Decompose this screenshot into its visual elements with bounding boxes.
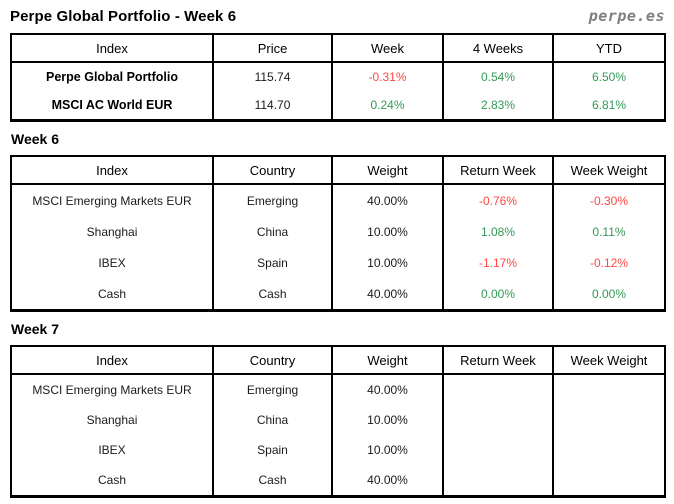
table-row: IBEX Spain 10.00% bbox=[10, 435, 666, 465]
country-cell: Spain bbox=[212, 247, 333, 278]
col-header-ytd: YTD bbox=[552, 34, 666, 63]
table-row: IBEX Spain 10.00% -1.17% -0.12% bbox=[10, 247, 666, 278]
col-header-week-weight: Week Weight bbox=[552, 346, 666, 375]
index-cell: MSCI Emerging Markets EUR bbox=[10, 184, 214, 216]
header-row: Index Country Weight Return Week Week We… bbox=[10, 346, 666, 375]
week6-table-header: Index Country Weight Return Week Week We… bbox=[10, 156, 666, 185]
4weeks-cell: 2.83% bbox=[442, 91, 554, 121]
return-week-cell bbox=[442, 374, 554, 405]
table-row: Perpe Global Portfolio 115.74 -0.31% 0.5… bbox=[10, 62, 666, 91]
col-header-weight: Weight bbox=[331, 346, 444, 375]
col-header-week-weight: Week Weight bbox=[552, 156, 666, 185]
country-cell: Cash bbox=[212, 465, 333, 497]
week-weight-cell: -0.30% bbox=[552, 184, 666, 216]
weight-cell: 10.00% bbox=[331, 247, 444, 278]
index-cell: Cash bbox=[10, 278, 214, 311]
week-weight-cell: -0.12% bbox=[552, 247, 666, 278]
ytd-cell: 6.50% bbox=[552, 62, 666, 91]
col-header-price: Price bbox=[212, 34, 333, 63]
index-cell: IBEX bbox=[10, 247, 214, 278]
return-week-cell: -0.76% bbox=[442, 184, 554, 216]
return-week-cell bbox=[442, 435, 554, 465]
week-weight-cell bbox=[552, 405, 666, 435]
country-cell: Emerging bbox=[212, 184, 333, 216]
return-week-cell: -1.17% bbox=[442, 247, 554, 278]
return-week-cell bbox=[442, 405, 554, 435]
price-cell: 115.74 bbox=[212, 62, 333, 91]
col-header-return-week: Return Week bbox=[442, 156, 554, 185]
col-header-weight: Weight bbox=[331, 156, 444, 185]
weight-cell: 10.00% bbox=[331, 435, 444, 465]
weight-cell: 40.00% bbox=[331, 278, 444, 311]
index-cell: MSCI Emerging Markets EUR bbox=[10, 374, 214, 405]
week-cell: -0.31% bbox=[331, 62, 444, 91]
weight-cell: 10.00% bbox=[331, 405, 444, 435]
index-cell: IBEX bbox=[10, 435, 214, 465]
country-cell: Cash bbox=[212, 278, 333, 311]
weight-cell: 40.00% bbox=[331, 184, 444, 216]
brand-logo: perpe.es bbox=[588, 7, 665, 25]
week-weight-cell bbox=[552, 435, 666, 465]
week7-table: Index Country Weight Return Week Week We… bbox=[10, 345, 666, 498]
return-week-cell: 0.00% bbox=[442, 278, 554, 311]
table-row: Cash Cash 40.00% bbox=[10, 465, 666, 497]
header-row: Index Country Weight Return Week Week We… bbox=[10, 156, 666, 185]
country-cell: Emerging bbox=[212, 374, 333, 405]
col-header-4weeks: 4 Weeks bbox=[442, 34, 554, 63]
weight-cell: 40.00% bbox=[331, 465, 444, 497]
week-weight-cell: 0.11% bbox=[552, 216, 666, 247]
table-row: MSCI Emerging Markets EUR Emerging 40.00… bbox=[10, 184, 666, 216]
index-cell: Shanghai bbox=[10, 405, 214, 435]
week7-heading: Week 7 bbox=[11, 321, 59, 337]
summary-table-header: Index Price Week 4 Weeks YTD bbox=[10, 34, 666, 63]
index-cell: MSCI AC World EUR bbox=[10, 91, 214, 121]
col-header-country: Country bbox=[212, 156, 333, 185]
header-row: Index Price Week 4 Weeks YTD bbox=[10, 34, 666, 63]
table-row: MSCI AC World EUR 114.70 0.24% 2.83% 6.8… bbox=[10, 91, 666, 121]
weight-cell: 40.00% bbox=[331, 374, 444, 405]
summary-table: Index Price Week 4 Weeks YTD Perpe Globa… bbox=[10, 33, 666, 122]
index-cell: Cash bbox=[10, 465, 214, 497]
country-cell: Spain bbox=[212, 435, 333, 465]
index-cell: Perpe Global Portfolio bbox=[10, 62, 214, 91]
week6-table: Index Country Weight Return Week Week We… bbox=[10, 155, 666, 312]
week7-table-header: Index Country Weight Return Week Week We… bbox=[10, 346, 666, 375]
col-header-index: Index bbox=[10, 156, 214, 185]
table-row: Shanghai China 10.00% 1.08% 0.11% bbox=[10, 216, 666, 247]
country-cell: China bbox=[212, 216, 333, 247]
week-weight-cell bbox=[552, 374, 666, 405]
return-week-cell: 1.08% bbox=[442, 216, 554, 247]
report-title: Perpe Global Portfolio - Week 6 bbox=[10, 8, 237, 25]
price-cell: 114.70 bbox=[212, 91, 333, 121]
col-header-index: Index bbox=[10, 346, 214, 375]
week-weight-cell bbox=[552, 465, 666, 497]
index-cell: Shanghai bbox=[10, 216, 214, 247]
4weeks-cell: 0.54% bbox=[442, 62, 554, 91]
country-cell: China bbox=[212, 405, 333, 435]
col-header-country: Country bbox=[212, 346, 333, 375]
col-header-return-week: Return Week bbox=[442, 346, 554, 375]
ytd-cell: 6.81% bbox=[552, 91, 666, 121]
col-header-week: Week bbox=[331, 34, 444, 63]
week-weight-cell: 0.00% bbox=[552, 278, 666, 311]
col-header-index: Index bbox=[10, 34, 214, 63]
table-row: Cash Cash 40.00% 0.00% 0.00% bbox=[10, 278, 666, 311]
week6-heading: Week 6 bbox=[11, 131, 59, 147]
weight-cell: 10.00% bbox=[331, 216, 444, 247]
week-cell: 0.24% bbox=[331, 91, 444, 121]
table-row: Shanghai China 10.00% bbox=[10, 405, 666, 435]
table-row: MSCI Emerging Markets EUR Emerging 40.00… bbox=[10, 374, 666, 405]
return-week-cell bbox=[442, 465, 554, 497]
masthead: Perpe Global Portfolio - Week 6 perpe.es bbox=[10, 7, 665, 28]
